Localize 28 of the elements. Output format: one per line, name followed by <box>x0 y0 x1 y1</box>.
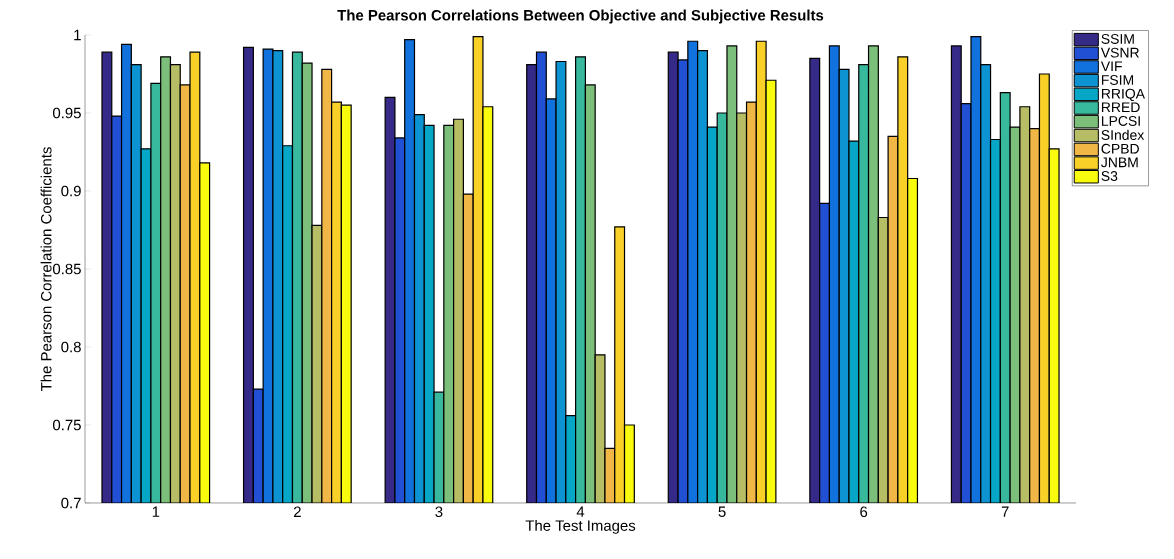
legend-label: RRIQA <box>1101 88 1145 102</box>
legend-label: SIndex <box>1101 129 1145 140</box>
x-tick-label: 2 <box>293 506 301 517</box>
x-axis-title: The Test Images <box>525 519 636 534</box>
y-tick-label: 0.75 <box>52 419 81 431</box>
x-tick-label: 6 <box>860 506 868 518</box>
y-tick-label: 0.85 <box>52 263 81 275</box>
x-tick-label: 4 <box>576 506 585 517</box>
legend-label: RRED <box>1101 102 1140 113</box>
y-tick-label: 0.95 <box>52 107 81 119</box>
legend-label: JNBM <box>1101 157 1138 168</box>
y-tick-label: 1 <box>74 29 81 41</box>
legend-label: CPBD <box>1101 143 1139 154</box>
x-tick-label: 1 <box>152 506 160 517</box>
y-tick-label: 0.7 <box>61 497 81 509</box>
chart-title: The Pearson Correlations Between Objective and Subjective Results <box>337 9 824 24</box>
legend-label: VSNR <box>1100 47 1139 58</box>
legend-label: S3 <box>1101 171 1118 181</box>
y-axis-title: The Pearson Correlation Coefficients <box>40 147 52 392</box>
legend-label: LPCSI <box>1101 116 1140 126</box>
x-tick-label: 7 <box>1001 506 1009 517</box>
y-tick-label: 0.9 <box>61 185 81 197</box>
y-tick-label: 0.8 <box>61 341 81 353</box>
legend-label: SSIM <box>1101 33 1134 44</box>
legend-label: FSIM <box>1101 75 1134 85</box>
legend-label: VIF <box>1100 61 1122 72</box>
x-tick-label: 3 <box>435 506 443 518</box>
x-tick-label: 5 <box>718 506 726 517</box>
